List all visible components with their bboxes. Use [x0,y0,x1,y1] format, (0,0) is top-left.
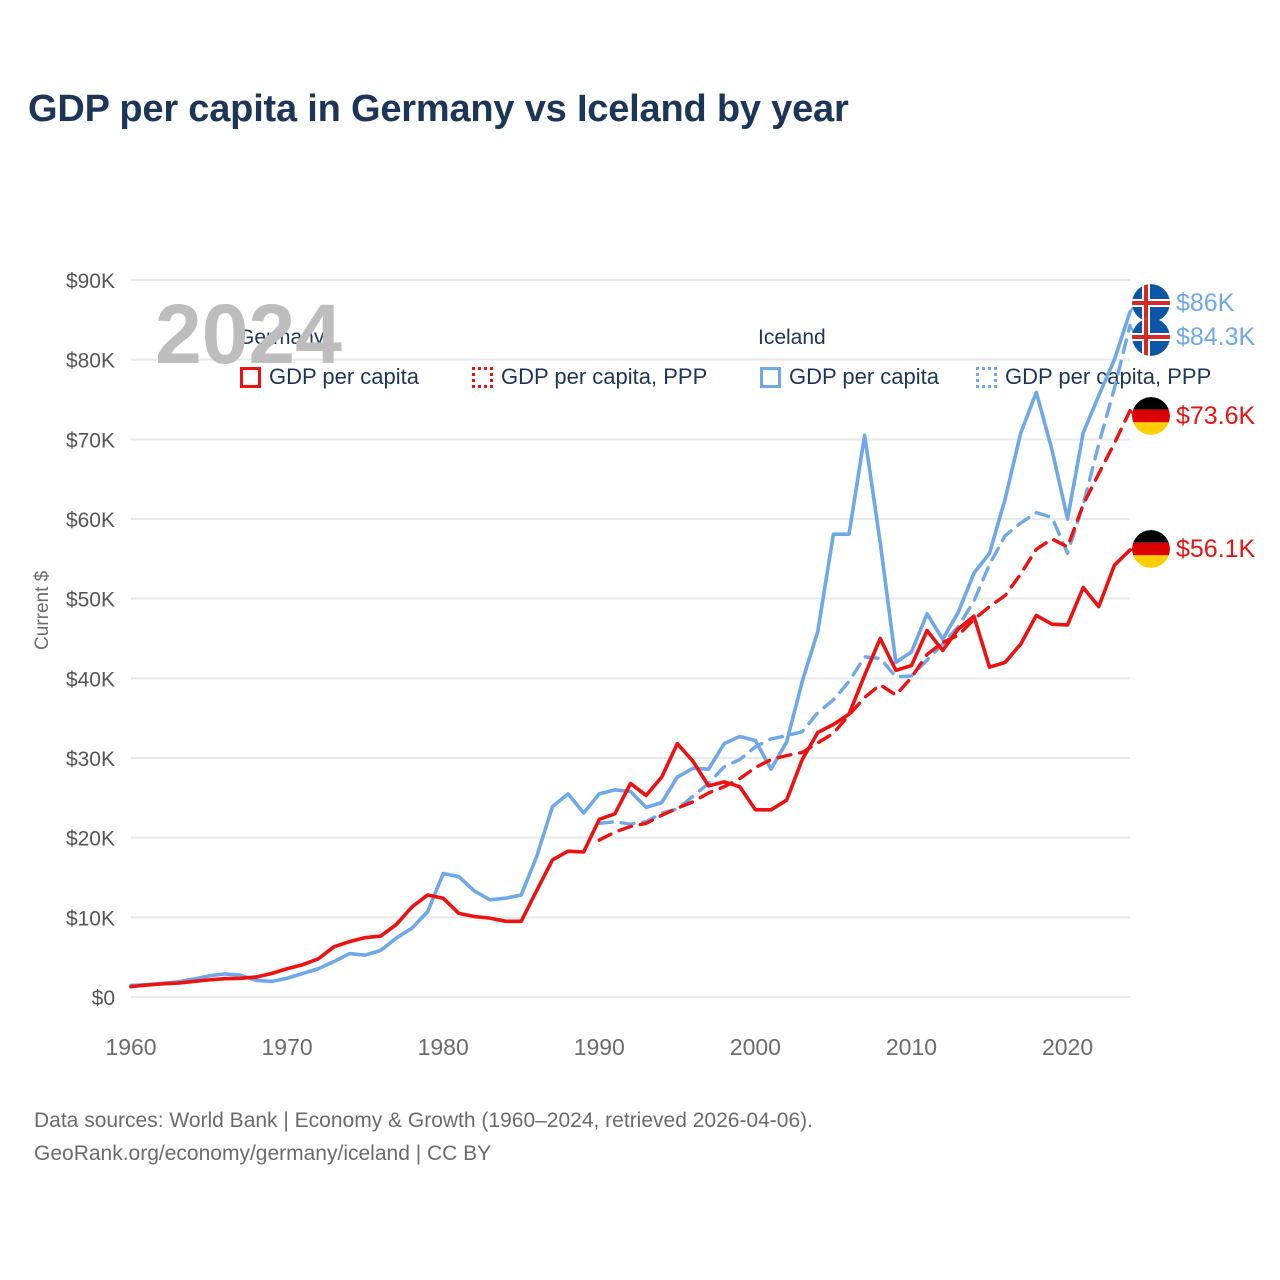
legend-swatch-solid-red-icon [240,366,261,388]
end-label-iceland-gdp: $86K [1132,284,1234,322]
iceland-flag-icon [1132,318,1170,356]
end-label-germany-gdp-ppp: $73.6K [1132,397,1255,435]
end-label-iceland-gdp-ppp: $84.3K [1132,318,1255,356]
chart-footer: Data sources: World Bank | Economy & Gro… [34,1105,813,1170]
footer-attribution: GeoRank.org/economy/germany/iceland | CC… [34,1141,492,1165]
chart-x-axis-ticks: 1960 1970 1980 1990 2000 2010 2020 [105,1034,1093,1060]
y-axis-tick-label: $30K [66,748,115,771]
y-axis-tick-label: $10K [66,907,115,930]
y-axis-tick-label: $70K [66,429,115,452]
iceland-flag-icon [1132,284,1170,322]
legend-item-germany-gdp[interactable]: GDP per capita [240,364,419,390]
germany-flag-icon [1132,530,1170,568]
y-axis-tick-label: $90K [66,270,115,293]
chart-series-lines [129,310,1132,989]
footer-data-sources: Data sources: World Bank | Economy & Gro… [34,1109,813,1132]
x-axis-tick-label: 2000 [730,1034,781,1060]
y-axis-tick-label: $60K [66,509,115,532]
series-line [597,408,1132,842]
legend-item-label: GDP per capita [789,364,940,389]
series-line [129,310,1132,988]
x-axis-tick-label: 1970 [262,1034,313,1060]
y-axis-label: Current $ [32,570,53,650]
legend-item-label: GDP per capita [269,364,420,389]
end-label-value: $84.3K [1176,322,1256,351]
y-axis-tick-label: $40K [66,668,115,691]
y-axis-tick-label: $50K [66,589,115,612]
legend-swatch-solid-blue-icon [760,366,781,388]
series-line [129,548,1132,989]
germany-flag-icon [1132,397,1170,435]
end-label-germany-gdp: $56.1K [1132,530,1255,568]
x-axis-tick-label: 2010 [886,1034,937,1060]
legend-group-germany-label: Germany [238,326,325,349]
x-axis-tick-label: 2020 [1042,1034,1093,1060]
legend-swatch-dotted-red-icon [472,366,493,388]
x-axis-tick-label: 1980 [418,1034,469,1060]
year-watermark: 2024 [155,287,342,381]
chart-svg: $0 $10K $20K $30K $40K $50K $60K $70K $80K $90K 1… [32,270,1137,1060]
y-axis-tick-label: $80K [66,350,115,373]
series-line [597,323,1132,826]
x-axis-tick-label: 1990 [574,1034,625,1060]
page-title: GDP per capita in Germany vs Iceland by … [28,88,849,130]
legend-swatch-dotted-blue-icon [976,366,997,388]
chart-y-axis-ticks: $0 $10K $20K $30K $40K $50K $60K $70K $80K $90K [66,270,115,1010]
end-label-value: $86K [1176,288,1235,317]
legend-item-label: GDP per capita, PPP [501,364,708,389]
chart-gridlines [131,279,1130,998]
y-axis-tick-label: $0 [92,987,115,1010]
end-label-value: $73.6K [1176,401,1256,430]
x-axis-tick-label: 1960 [105,1034,156,1060]
y-axis-tick-label: $20K [66,828,115,851]
legend-item-iceland-gdp[interactable]: GDP per capita [760,364,939,390]
end-label-value: $56.1K [1176,534,1256,563]
legend-group-iceland-label: Iceland [758,326,826,349]
legend-item-germany-gdp-ppp[interactable]: GDP per capita, PPP [472,364,707,390]
